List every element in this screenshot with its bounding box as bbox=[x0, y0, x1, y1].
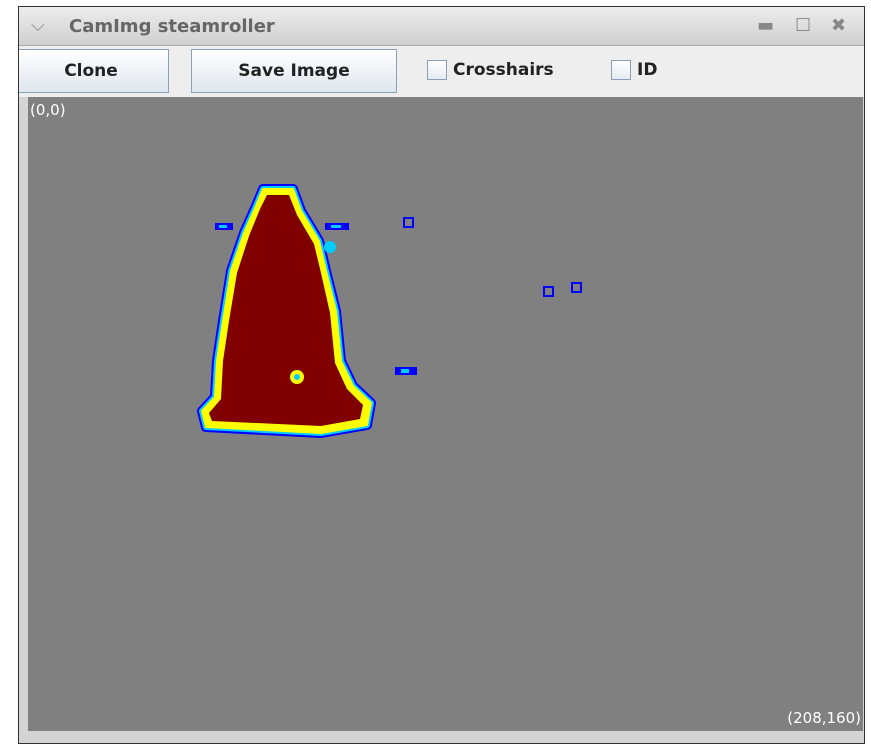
clone-button[interactable]: Clone bbox=[19, 49, 169, 93]
window-title: CamImg steamroller bbox=[69, 16, 275, 37]
image-overlay bbox=[197, 184, 582, 438]
window: ⌵ CamImg steamroller ▬ ☐ ✖ Clone Save Im… bbox=[18, 6, 865, 744]
blob bbox=[197, 184, 582, 438]
menu-icon[interactable]: ⌵ bbox=[31, 15, 45, 36]
crosshairs-checkbox[interactable]: Crosshairs bbox=[427, 60, 554, 80]
title-bar: ⌵ CamImg steamroller ▬ ☐ ✖ bbox=[19, 7, 864, 46]
save-image-button[interactable]: Save Image bbox=[191, 49, 397, 93]
checkbox-label: ID bbox=[637, 60, 658, 80]
extent-label: (208,160) bbox=[787, 709, 861, 727]
origin-label: (0,0) bbox=[30, 101, 66, 119]
maximize[interactable]: ☐ bbox=[795, 15, 812, 36]
minimize[interactable]: ▬ bbox=[757, 15, 775, 36]
close[interactable]: ✖ bbox=[831, 15, 847, 36]
image-view: (0,0) (208,160) bbox=[28, 97, 863, 731]
id-checkbox[interactable]: ID bbox=[611, 60, 657, 80]
toolbar: Clone Save Image Crosshairs ID bbox=[19, 46, 864, 97]
checkbox-label: Crosshairs bbox=[453, 60, 554, 80]
